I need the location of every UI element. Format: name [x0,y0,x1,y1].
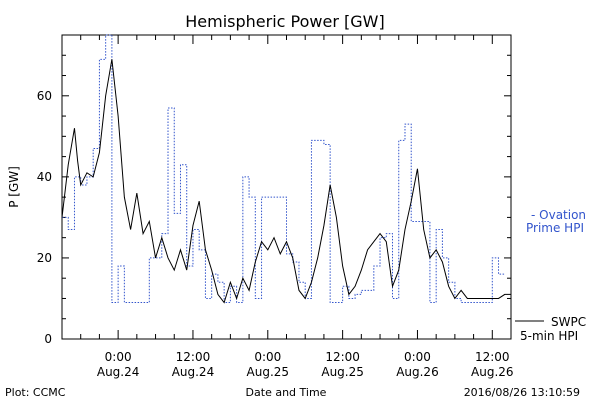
plot-frame [61,34,512,340]
x-tick-date-label: Aug.26 [471,365,514,379]
legend-swpc-line2: 5-min HPI [520,329,578,343]
y-axis: 0 20 40 60 [37,34,511,346]
y-tick-label: 60 [37,89,52,103]
legend-ovation-line2: Prime HPI [526,221,584,235]
x-tick-date-label: Aug.26 [396,365,439,379]
x-axis: 0:00Aug.2412:00Aug.240:00Aug.2512:00Aug.… [61,35,514,379]
plot-credit: Plot: CCMC [5,386,66,399]
y-axis-label: P [GW] [7,166,21,208]
x-tick-time-label: 12:00 [176,350,211,364]
y-tick-label: 20 [37,251,52,265]
x-tick-date-label: Aug.25 [247,365,290,379]
series-swpc-line [61,59,511,304]
chart-title: Hemispheric Power [GW] [185,12,384,31]
legend-ovation-line1: - Ovation [531,208,586,222]
legend: - Ovation Prime HPI SWPC 5-min HPI [515,208,586,343]
x-tick-time-label: 0:00 [254,350,281,364]
x-tick-time-label: 12:00 [475,350,510,364]
x-tick-date-label: Aug.25 [321,365,364,379]
x-tick-time-label: 0:00 [404,350,431,364]
x-tick-time-label: 12:00 [325,350,360,364]
series-layer [61,34,511,304]
y-tick-label: 40 [37,170,52,184]
x-tick-date-label: Aug.24 [97,365,140,379]
x-axis-label: Date and Time [246,386,327,399]
y-tick-label: 0 [44,332,52,346]
series-ovation-prime-line [62,34,505,304]
plot-timestamp: 2016/08/26 13:10:59 [464,386,580,399]
x-tick-time-label: 0:00 [105,350,132,364]
x-tick-date-label: Aug.24 [172,365,215,379]
legend-swpc-line1: SWPC [551,315,586,329]
